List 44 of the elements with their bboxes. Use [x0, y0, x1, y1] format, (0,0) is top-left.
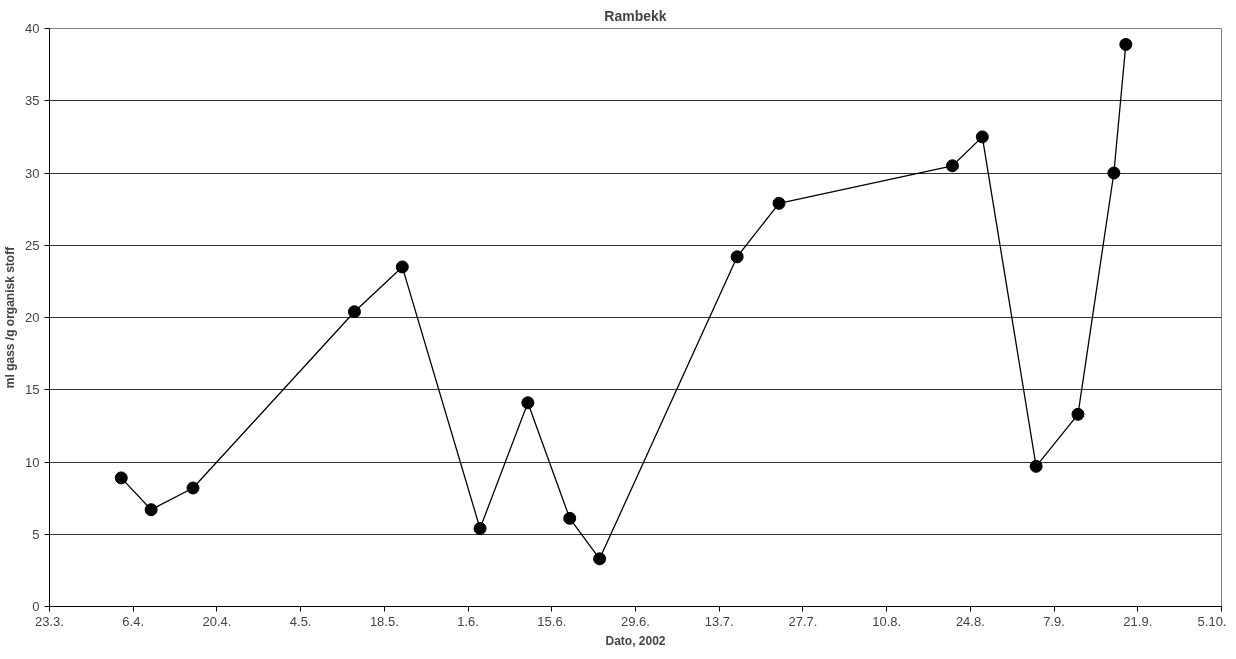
- y-tick-label: 15: [25, 382, 40, 398]
- x-tick-label: 27.7.: [788, 613, 818, 629]
- x-tick-label: 21.9.: [1123, 613, 1153, 629]
- point: [593, 552, 607, 566]
- x-tick-label: 7.9.: [1043, 613, 1065, 629]
- y-tick-label: 20: [25, 310, 40, 325]
- point: [1119, 37, 1133, 51]
- x-tick-label: 10.8.: [872, 613, 902, 629]
- chart-title: Rambekk: [604, 7, 667, 24]
- point: [1071, 407, 1085, 421]
- point: [186, 481, 200, 495]
- x-tick-label: 6.4.: [122, 613, 145, 629]
- x-tick-label: 24.8.: [955, 613, 985, 629]
- x-tick-label: 1.6.: [457, 613, 479, 629]
- x-tick-label: 5.10.: [1197, 613, 1227, 629]
- point: [945, 159, 959, 173]
- y-axis-title: ml gass /g organisk stoff: [3, 245, 18, 389]
- point: [563, 511, 577, 525]
- point: [730, 250, 744, 264]
- point: [521, 396, 535, 410]
- y-tick-label: 5: [32, 526, 40, 542]
- x-axis-title: Dato, 2002: [605, 633, 666, 648]
- y-tick-label: 40: [25, 21, 40, 36]
- x-tick-label: 20.4.: [202, 613, 232, 629]
- x-tick-label: 18.5.: [369, 613, 399, 629]
- point: [772, 196, 786, 210]
- y-tick-label: 30: [25, 165, 40, 181]
- y-tick-label: 10: [25, 454, 40, 470]
- y-tick-label: 35: [25, 93, 40, 109]
- x-tick-label: 15.6.: [537, 613, 567, 629]
- point: [114, 471, 128, 485]
- point: [1107, 166, 1121, 180]
- point: [975, 130, 989, 144]
- point: [144, 503, 158, 517]
- x-tick-label: 13.7.: [704, 613, 734, 629]
- point: [473, 521, 487, 535]
- point: [395, 260, 409, 274]
- y-tick-label: 0: [32, 599, 40, 614]
- x-tick-label: 4.5.: [289, 613, 312, 629]
- point: [347, 305, 361, 319]
- x-tick-label: 29.6.: [621, 613, 650, 629]
- y-tick-label: 25: [25, 237, 40, 253]
- point: [1029, 459, 1043, 473]
- x-tick-label: 23.3.: [35, 613, 64, 629]
